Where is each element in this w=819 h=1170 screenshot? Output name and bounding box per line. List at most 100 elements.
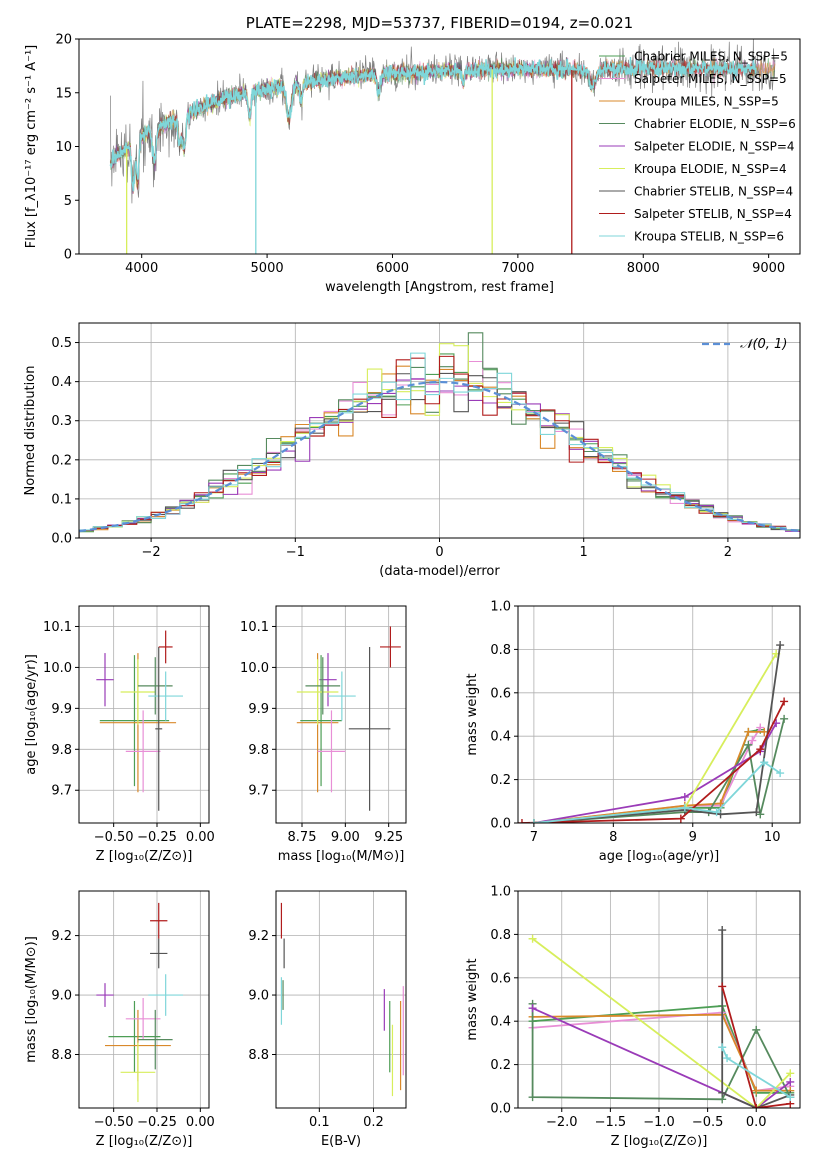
x-tick-label: 7 [530, 830, 538, 845]
legend-label: Kroupa STELIB, N_SSP=6 [634, 230, 784, 244]
plot-area [518, 641, 789, 823]
x-tick-label: 4000 [125, 261, 158, 276]
x-axis-label: Z [log₁₀(Z/Z⊙)] [96, 849, 193, 864]
y-tick-label: 10 [55, 140, 72, 155]
x-tick-label: 9 [689, 830, 697, 845]
axes-frame [78, 322, 801, 539]
y-tick-label: 20 [55, 33, 72, 48]
y-tick-label: 0.6 [490, 686, 511, 701]
weight-marker [786, 1069, 795, 1078]
y-tick-label: 10.0 [240, 661, 269, 676]
legend-label: Chabrier STELIB, N_SSP=4 [634, 185, 793, 199]
weight-marker [780, 697, 789, 706]
y-tick-label: 1.0 [490, 600, 511, 615]
x-axis-label: Z [log₁₀(Z/Z⊙)] [611, 1134, 708, 1149]
plot-area [96, 902, 183, 1103]
legend-label: 𝒩(0, 1) [740, 337, 787, 352]
weight-marker [528, 1093, 537, 1102]
y-tick-label: 0.2 [490, 1058, 511, 1073]
x-tick-label: 9.00 [331, 830, 360, 845]
x-tick-label: −1 [286, 545, 305, 560]
axes-frame [78, 605, 210, 824]
x-tick-label: −0.50 [94, 1115, 134, 1130]
weight-marker [518, 819, 526, 823]
x-axis-label: age [log₁₀(age/yr)] [599, 849, 720, 864]
y-tick-label: 9.7 [248, 784, 269, 799]
x-tick-label: −1.0 [643, 1115, 675, 1130]
panel-age-vs-mass: 8.75 9.00 9.25 9.7 9.8 9.9 10.0 10.1 mass [log₁₀… [240, 605, 407, 864]
plot-area [280, 902, 404, 1097]
y-tick-label: 5 [64, 194, 72, 209]
y-tick-label: 0.4 [51, 375, 72, 390]
weight-marker [786, 1093, 795, 1102]
y-tick-label: 1.0 [490, 885, 511, 900]
weight-marker [752, 1104, 761, 1108]
x-tick-label: 0 [435, 545, 443, 560]
weight-marker [718, 1088, 727, 1097]
y-tick-label: 9.2 [51, 929, 72, 944]
weight-line-6 [533, 644, 782, 823]
panel-weight-vs-age: 7 8 9 10 0.0 0.2 0.4 0.6 0.8 1.0 age [log₁₀(age/yr… [465, 600, 801, 864]
y-axis-label: mass weight [465, 958, 480, 1040]
x-axis-label: Z [log₁₀(Z/Z⊙)] [96, 1134, 193, 1149]
x-tick-label: 8000 [627, 261, 660, 276]
x-tick-label: 6000 [376, 261, 409, 276]
x-tick-label: 0.2 [363, 1115, 384, 1130]
weight-marker [716, 799, 725, 808]
y-tick-label: 0.4 [490, 1015, 511, 1030]
y-tick-label: 15 [55, 86, 72, 101]
y-tick-label: 9.7 [51, 784, 72, 799]
histogram-7 [79, 355, 800, 538]
y-axis-label: mass weight [465, 673, 480, 755]
y-tick-label: 0.3 [51, 414, 72, 429]
weight-marker [712, 808, 721, 817]
plot-area [528, 926, 795, 1108]
y-tick-label: 0.5 [51, 336, 72, 351]
weight-marker [723, 1054, 732, 1063]
weight-marker [752, 1025, 761, 1034]
weight-marker [756, 745, 765, 754]
y-axis-label: Flux [f_λ10⁻¹⁷ erg cm⁻² s⁻¹ A⁻¹] [24, 45, 39, 249]
axes-frame [275, 605, 407, 824]
legend-label: Kroupa ELODIE, N_SSP=4 [634, 162, 787, 176]
panel-mass-vs-Z: −0.50 −0.25 0.00 8.8 9.0 9.2 Z [log₁₀(Z/Z⊙)] ma… [24, 890, 215, 1149]
panel-mass-vs-ebv: 0.1 0.2 8.8 9.0 9.2 E(B-V) [248, 890, 407, 1149]
x-axis-label: mass [log₁₀(M/M⊙)] [278, 849, 405, 864]
x-tick-label: 9000 [752, 261, 785, 276]
x-tick-label: −2.0 [546, 1115, 578, 1130]
y-tick-label: 10.1 [43, 620, 72, 635]
x-tick-label: 0.00 [186, 830, 215, 845]
x-tick-label: 8 [609, 830, 617, 845]
weight-marker [780, 714, 789, 723]
weight-marker [776, 769, 785, 778]
y-tick-label: 0.0 [490, 1102, 511, 1117]
y-tick-label: 10.0 [43, 661, 72, 676]
weight-line-5 [532, 938, 791, 1108]
y-tick-label: 10.1 [240, 620, 269, 635]
y-tick-label: 9.2 [248, 929, 269, 944]
weight-marker [776, 641, 785, 650]
x-tick-label: −0.25 [137, 830, 177, 845]
x-tick-label: 10 [764, 830, 781, 845]
legend-label: Salpeter STELIB, N_SSP=4 [634, 207, 792, 221]
weight-marker [718, 982, 727, 991]
weight-marker [680, 803, 689, 812]
weight-line-0 [533, 728, 761, 823]
weight-marker [676, 814, 685, 823]
weight-marker [529, 819, 538, 823]
weight-marker [752, 808, 761, 817]
x-tick-label: −0.50 [94, 830, 134, 845]
legend-label: Salpeter MILES, N_SSP=5 [634, 72, 787, 86]
x-tick-label: −1.5 [595, 1115, 627, 1130]
weight-marker [786, 1077, 795, 1086]
panel-residuals: −2 −1 0 1 2 0.0 0.1 0.2 0.3 0.4 0.5 (data-model)/er… [23, 322, 801, 579]
weight-marker [680, 792, 689, 801]
weight-line-4 [533, 722, 777, 823]
weight-line-6 [721, 930, 791, 1108]
plot-area [296, 626, 401, 811]
weight-marker [756, 723, 765, 732]
plot-area [96, 630, 183, 811]
weight-marker [744, 740, 753, 749]
axes-frame [517, 890, 801, 1109]
